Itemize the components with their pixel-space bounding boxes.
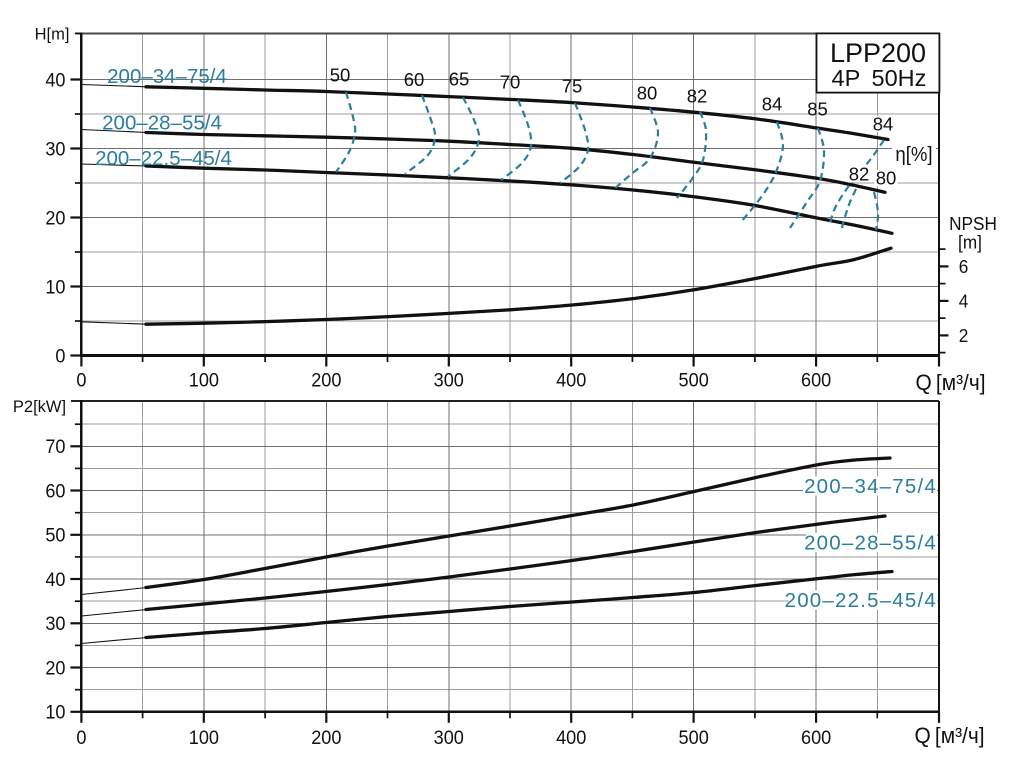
svg-text:400: 400 [556,726,586,748]
svg-text:50: 50 [45,524,65,546]
svg-text:100: 100 [189,369,219,391]
svg-text:0: 0 [76,726,86,748]
svg-text:80: 80 [876,168,897,189]
svg-text:200–34–75/4: 200–34–75/4 [107,65,227,88]
svg-text:84: 84 [873,114,894,135]
svg-text:82: 82 [849,164,870,185]
svg-text:70: 70 [500,72,521,93]
svg-text:400: 400 [556,369,586,391]
svg-text:70: 70 [45,435,65,457]
svg-text:P2[kW]: P2[kW] [13,398,66,416]
svg-text:4P: 4P [832,65,861,91]
svg-text:[m]: [m] [958,232,982,253]
svg-text:0: 0 [76,369,86,391]
svg-text:500: 500 [679,726,709,748]
svg-text:30: 30 [45,138,65,160]
svg-text:0: 0 [55,345,65,367]
svg-text:200–22.5–45/4: 200–22.5–45/4 [785,589,937,612]
svg-text:40: 40 [45,568,65,590]
svg-text:20: 20 [45,657,65,679]
svg-text:200: 200 [311,726,341,748]
svg-text:85: 85 [807,99,828,120]
svg-text:20: 20 [45,207,65,229]
svg-text:2: 2 [959,325,969,346]
svg-text:10: 10 [45,701,65,723]
svg-text:75: 75 [562,76,583,97]
svg-text:200–28–55/4: 200–28–55/4 [804,532,937,555]
svg-text:100: 100 [189,726,219,748]
svg-text:30: 30 [45,612,65,634]
svg-text:10: 10 [45,276,65,298]
svg-text:500: 500 [679,369,709,391]
svg-text:200–28–55/4: 200–28–55/4 [102,112,222,135]
svg-text:LPP200: LPP200 [830,38,926,68]
svg-text:300: 300 [434,726,464,748]
svg-text:200: 200 [311,369,341,391]
svg-text:84: 84 [762,94,783,115]
svg-text:6: 6 [959,256,969,277]
svg-text:65: 65 [449,69,470,90]
svg-text:300: 300 [434,369,464,391]
svg-text:NPSH: NPSH [949,213,997,234]
svg-text:Q [м³/ч]: Q [м³/ч] [916,371,986,396]
svg-text:η[%]: η[%] [895,144,932,166]
svg-text:60: 60 [45,480,65,502]
svg-text:4: 4 [959,291,969,312]
svg-text:60: 60 [404,69,425,90]
svg-text:50Hz: 50Hz [872,65,927,91]
svg-text:80: 80 [637,83,658,104]
svg-text:40: 40 [45,69,65,91]
svg-text:600: 600 [801,726,831,748]
svg-text:600: 600 [801,369,831,391]
svg-text:Q [м³/ч]: Q [м³/ч] [915,724,985,749]
svg-text:82: 82 [687,86,708,107]
svg-text:50: 50 [330,65,351,86]
svg-text:200–34–75/4: 200–34–75/4 [804,475,937,498]
svg-text:H[m]: H[m] [35,26,70,44]
svg-text:200–22.5–45/4: 200–22.5–45/4 [95,147,232,170]
